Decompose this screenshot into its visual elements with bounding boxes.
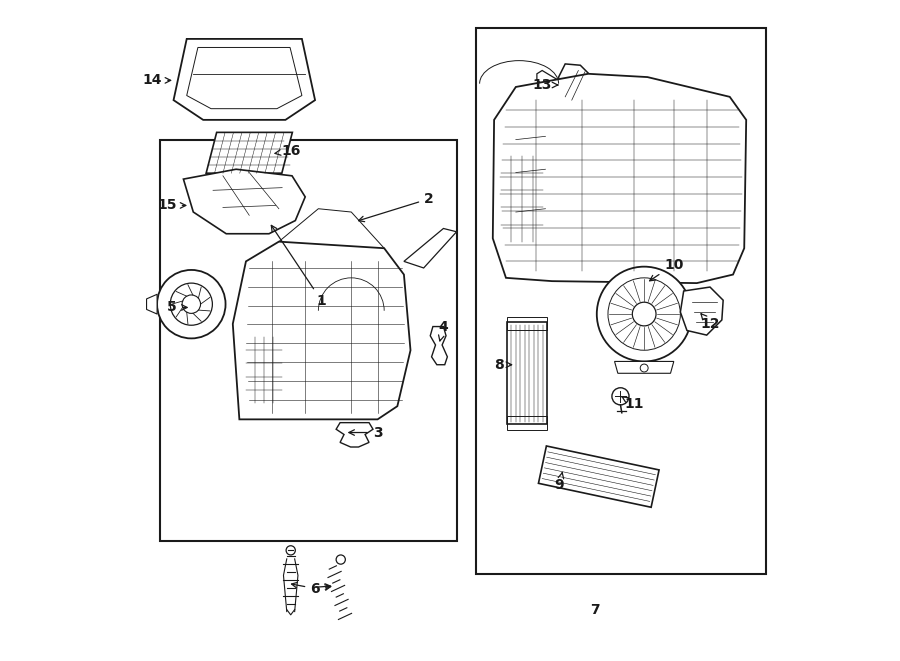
Text: 4: 4: [438, 320, 448, 341]
Text: 9: 9: [554, 473, 564, 492]
Polygon shape: [404, 229, 456, 268]
Polygon shape: [615, 362, 674, 373]
Text: 14: 14: [143, 73, 171, 87]
Polygon shape: [336, 422, 373, 447]
Text: 16: 16: [274, 144, 301, 158]
Text: 7: 7: [590, 603, 599, 617]
Text: 5: 5: [167, 301, 187, 315]
Polygon shape: [174, 39, 315, 120]
Circle shape: [612, 388, 629, 405]
Polygon shape: [430, 327, 447, 365]
Text: 13: 13: [533, 78, 558, 92]
Polygon shape: [537, 71, 559, 87]
Circle shape: [597, 266, 691, 362]
Circle shape: [158, 270, 226, 338]
Text: 6: 6: [292, 582, 320, 596]
Text: 10: 10: [650, 258, 683, 281]
Circle shape: [182, 295, 201, 313]
Circle shape: [633, 302, 656, 326]
Text: 8: 8: [494, 358, 511, 371]
Polygon shape: [184, 169, 305, 234]
Circle shape: [336, 555, 346, 564]
Polygon shape: [206, 132, 292, 173]
Text: 2: 2: [358, 192, 434, 221]
Circle shape: [286, 546, 295, 555]
Text: 12: 12: [700, 314, 720, 331]
Text: 15: 15: [158, 198, 185, 212]
Circle shape: [608, 278, 680, 350]
Text: 11: 11: [622, 397, 644, 411]
Polygon shape: [493, 74, 746, 283]
Polygon shape: [147, 294, 158, 314]
Text: 3: 3: [349, 426, 382, 440]
Polygon shape: [559, 64, 593, 108]
Polygon shape: [680, 287, 724, 335]
Text: 1: 1: [271, 225, 327, 308]
Circle shape: [640, 364, 648, 372]
Polygon shape: [538, 446, 659, 507]
Polygon shape: [233, 242, 410, 419]
Circle shape: [170, 283, 212, 325]
